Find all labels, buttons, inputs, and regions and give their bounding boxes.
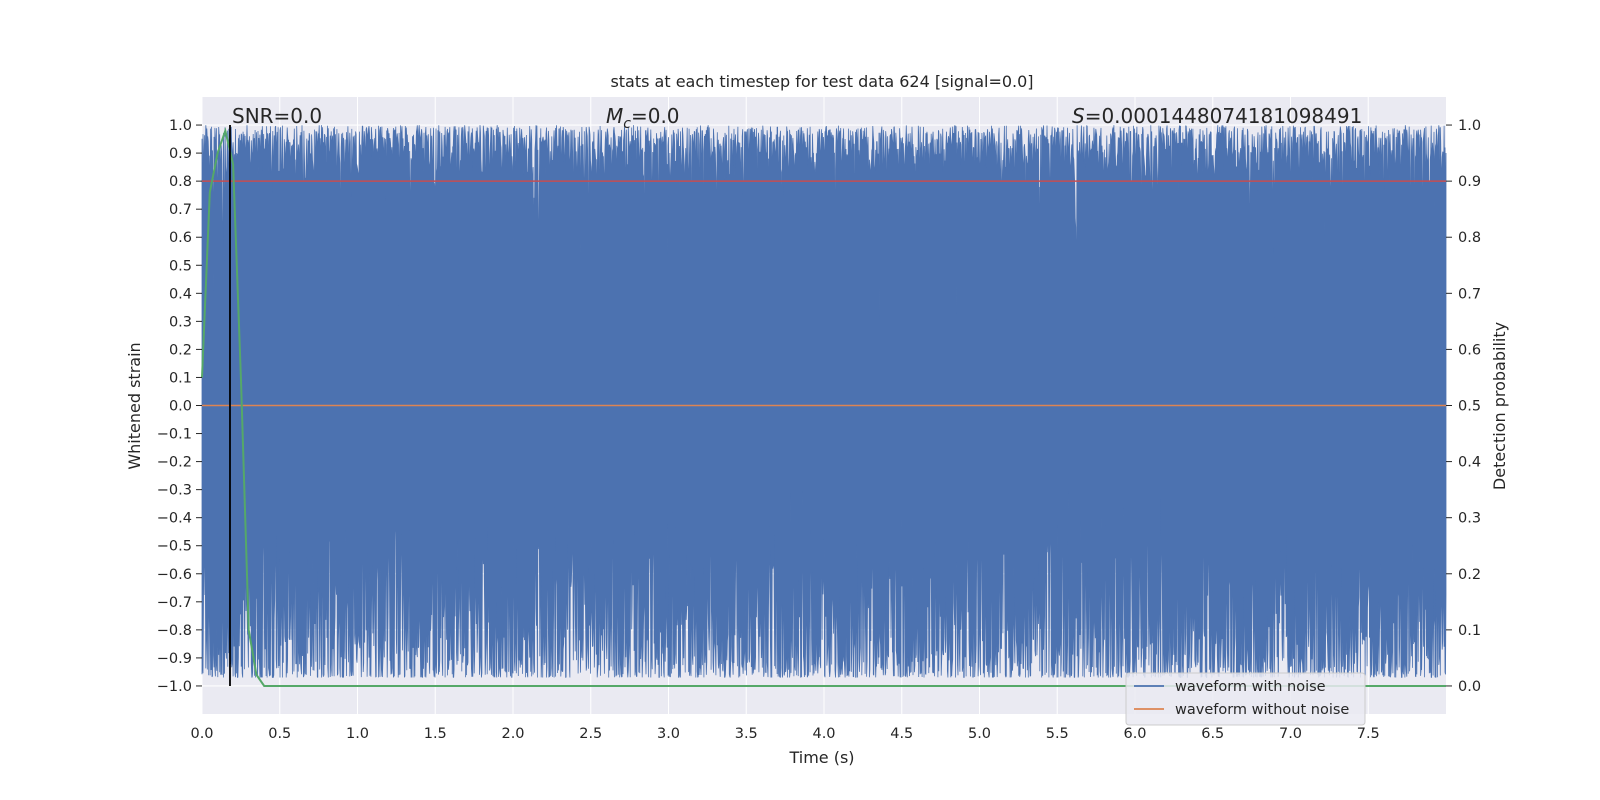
y2-tick-label: 0.2 bbox=[1458, 567, 1481, 583]
x-tick-label: 3.5 bbox=[735, 726, 758, 742]
y2-tick-label: 0.5 bbox=[1458, 399, 1481, 415]
y2-tick-label: 0.9 bbox=[1458, 174, 1481, 190]
detection-probability-line bbox=[201, 127, 1446, 687]
y-tick-label: 0.9 bbox=[169, 146, 192, 162]
ticks-layer: 0.0 0.5 1.0 1.5 2.0 2.5 3.0 3.5 4.0 4.5 5.0 5.5 6.0 6… bbox=[157, 118, 1481, 742]
y2-axis-label: Detection probability bbox=[1490, 322, 1509, 490]
y-tick-label: 0.7 bbox=[169, 202, 192, 218]
legend-label-noise: waveform with noise bbox=[1175, 679, 1326, 695]
x-tick-label: 7.0 bbox=[1279, 726, 1302, 742]
y-tick-label: 0.5 bbox=[169, 258, 192, 274]
y2-tick-label: 0.0 bbox=[1458, 679, 1481, 695]
legend-label-clean: waveform without noise bbox=[1175, 702, 1349, 718]
x-tick-label: 1.0 bbox=[346, 726, 369, 742]
snr-annotation: SNR=0.0 bbox=[232, 104, 322, 128]
y-tick-label: 0.4 bbox=[169, 286, 192, 302]
x-tick-label: 6.5 bbox=[1201, 726, 1224, 742]
x-tick-label: 2.0 bbox=[501, 726, 524, 742]
x-tick-label: 5.0 bbox=[968, 726, 991, 742]
x-tick-label: 2.5 bbox=[579, 726, 602, 742]
y-tick-label: 0.8 bbox=[169, 174, 192, 190]
s-annotation: S=0.0001448074181098491 bbox=[1072, 104, 1362, 128]
y2-tick-label: 0.8 bbox=[1458, 230, 1481, 246]
y-tick-label: −0.1 bbox=[157, 427, 192, 443]
lines-layer bbox=[201, 125, 1446, 687]
y-tick-label: 1.0 bbox=[169, 118, 192, 134]
x-tick-label: 4.5 bbox=[890, 726, 913, 742]
y2-tick-label: 0.1 bbox=[1458, 623, 1481, 639]
y-tick-label: 0.3 bbox=[169, 314, 192, 330]
y-tick-label: 0.6 bbox=[169, 230, 192, 246]
y-tick-label: 0.0 bbox=[169, 399, 192, 415]
noise-series bbox=[201, 125, 1447, 678]
y-tick-label: 0.1 bbox=[169, 370, 192, 386]
y-tick-label: −0.9 bbox=[157, 651, 192, 667]
y-tick-label: −0.8 bbox=[157, 623, 192, 639]
y2-tick-label: 1.0 bbox=[1458, 118, 1481, 134]
y2-tick-label: 0.3 bbox=[1458, 511, 1481, 527]
y2-tick-label: 0.6 bbox=[1458, 342, 1481, 358]
y-axis-label: Whitened strain bbox=[125, 342, 144, 469]
x-tick-label: 1.5 bbox=[424, 726, 447, 742]
x-tick-label: 4.0 bbox=[812, 726, 835, 742]
x-tick-label: 3.0 bbox=[657, 726, 680, 742]
chart-title: stats at each timestep for test data 624… bbox=[610, 72, 1033, 91]
x-tick-label: 7.5 bbox=[1357, 726, 1380, 742]
y-tick-label: 0.2 bbox=[169, 342, 192, 358]
y-tick-label: −0.2 bbox=[157, 455, 192, 471]
y-tick-label: −0.3 bbox=[157, 483, 192, 499]
x-tick-label: 6.0 bbox=[1123, 726, 1146, 742]
y-tick-label: −0.6 bbox=[157, 567, 192, 583]
x-axis-label: Time (s) bbox=[788, 748, 854, 767]
y-tick-label: −0.5 bbox=[157, 539, 192, 555]
y-tick-label: −1.0 bbox=[157, 679, 192, 695]
y-tick-label: −0.4 bbox=[157, 511, 192, 527]
y2-tick-label: 0.4 bbox=[1458, 455, 1481, 471]
noise-waveform-band bbox=[201, 125, 1447, 678]
x-tick-label: 5.5 bbox=[1046, 726, 1069, 742]
legend: waveform with noise waveform without noi… bbox=[1125, 672, 1366, 726]
legend-box bbox=[1125, 672, 1366, 726]
y-tick-label: −0.7 bbox=[157, 595, 192, 611]
x-tick-label: 0.0 bbox=[190, 726, 213, 742]
mc-annotation: Mc=0.0 bbox=[606, 104, 680, 132]
y2-tick-label: 0.7 bbox=[1458, 286, 1481, 302]
x-tick-label: 0.5 bbox=[268, 726, 291, 742]
